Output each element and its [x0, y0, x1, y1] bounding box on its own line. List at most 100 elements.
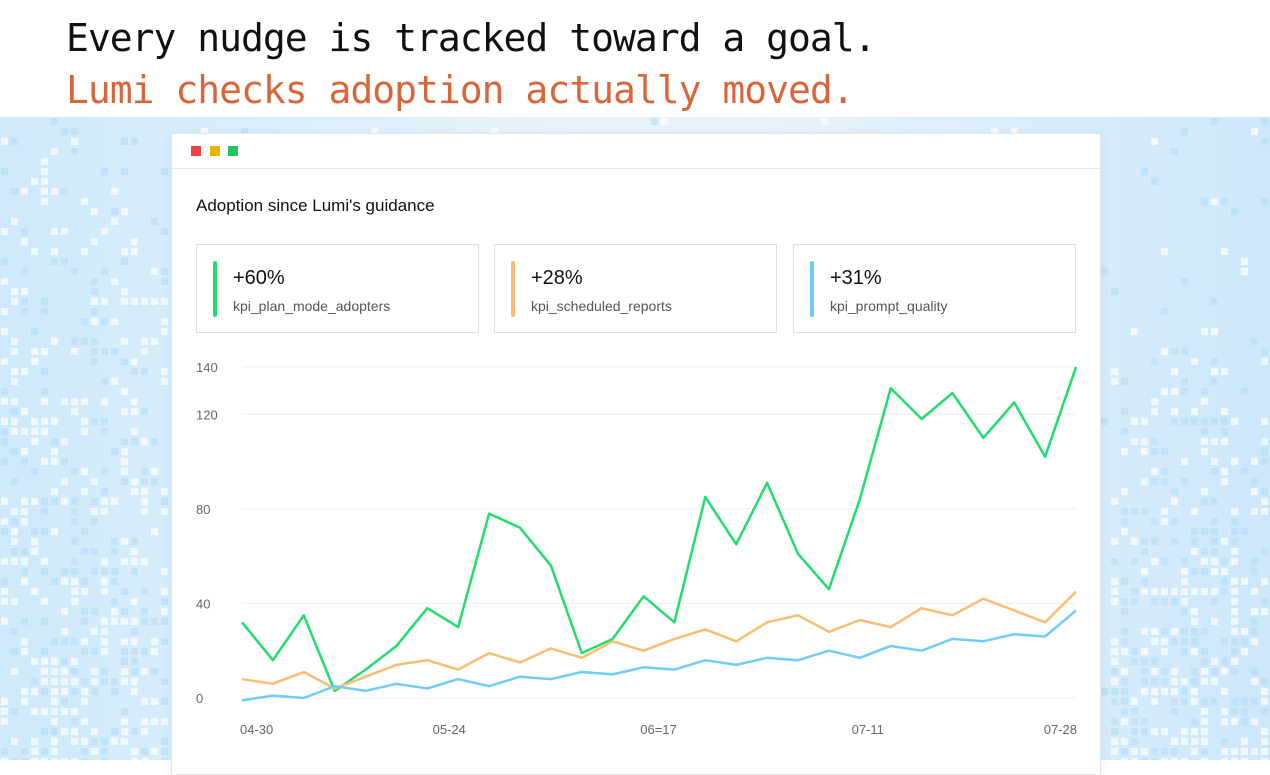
pixel-square: [131, 398, 138, 405]
pixel-square: [151, 648, 158, 655]
kpi-card-plan-mode[interactable]: +60% kpi_plan_mode_adopters: [196, 244, 479, 333]
pixel-square: [11, 648, 18, 655]
pixel-square: [101, 228, 108, 235]
pixel-square: [121, 288, 128, 295]
pixel-square: [1141, 678, 1148, 685]
pixel-square: [201, 128, 208, 135]
pixel-square: [1201, 418, 1208, 425]
pixel-square: [131, 748, 138, 755]
pixel-square: [1161, 758, 1168, 760]
pixel-square: [131, 618, 138, 625]
pixel-square: [71, 588, 78, 595]
pixel-square: [81, 488, 88, 495]
pixel-square: [1, 498, 8, 505]
pixel-square: [11, 378, 18, 385]
pixel-square: [1201, 758, 1208, 760]
pixel-square: [41, 728, 48, 735]
pixel-square: [1161, 748, 1168, 755]
pixel-square: [1131, 658, 1138, 665]
pixel-square: [81, 578, 88, 585]
pixel-square: [161, 268, 168, 275]
pixel-square: [151, 438, 158, 445]
pixel-square: [1211, 468, 1218, 475]
pixel-square: [31, 418, 38, 425]
pixel-square: [1251, 698, 1258, 705]
pixel-square: [1151, 178, 1158, 185]
pixel-square: [1201, 448, 1208, 455]
pixel-square: [121, 138, 128, 145]
pixel-square: [91, 748, 98, 755]
pixel-square: [51, 188, 58, 195]
pixel-square: [1111, 368, 1118, 375]
pixel-square: [1261, 578, 1268, 585]
kpi-card-prompt-quality[interactable]: +31% kpi_prompt_quality: [793, 244, 1076, 333]
pixel-square: [41, 748, 48, 755]
pixel-square: [31, 348, 38, 355]
pixel-square: [91, 278, 98, 285]
pixel-square: [1161, 348, 1168, 355]
pixel-square: [111, 738, 118, 745]
pixel-square: [1201, 198, 1208, 205]
pixel-square: [1191, 668, 1198, 675]
pixel-square: [161, 298, 168, 305]
pixel-square: [91, 548, 98, 555]
pixel-square: [141, 478, 148, 485]
pixel-square: [1171, 588, 1178, 595]
pixel-square: [41, 508, 48, 515]
pixel-square: [71, 738, 78, 745]
pixel-square: [1211, 618, 1218, 625]
pixel-square: [71, 678, 78, 685]
pixel-square: [111, 578, 118, 585]
pixel-square: [1241, 708, 1248, 715]
pixel-square: [1261, 418, 1268, 425]
pixel-square: [1191, 638, 1198, 645]
pixel-square: [11, 368, 18, 375]
pixel-square: [1161, 248, 1168, 255]
pixel-square: [1261, 758, 1268, 760]
pixel-square: [21, 298, 28, 305]
pixel-square: [1191, 688, 1198, 695]
pixel-square: [41, 648, 48, 655]
pixel-square: [1141, 478, 1148, 485]
pixel-square: [121, 618, 128, 625]
pixel-square: [81, 758, 88, 760]
pixel-square: [151, 528, 158, 535]
pixel-square: [121, 448, 128, 455]
pixel-square: [41, 688, 48, 695]
pixel-square: [91, 648, 98, 655]
pixel-square: [161, 278, 168, 285]
close-dot-icon[interactable]: [191, 146, 201, 156]
pixel-square: [131, 568, 138, 575]
pixel-square: [131, 648, 138, 655]
pixel-square: [1141, 628, 1148, 635]
pixel-square: [1201, 708, 1208, 715]
pixel-square: [1121, 518, 1128, 525]
kpi-value: +60%: [233, 267, 285, 289]
pixel-square: [1261, 688, 1268, 695]
pixel-square: [1211, 548, 1218, 555]
pixel-square: [121, 458, 128, 465]
maximize-dot-icon[interactable]: [228, 146, 238, 156]
pixel-square: [51, 638, 58, 645]
pixel-square: [1151, 688, 1158, 695]
pixel-square: [1181, 568, 1188, 575]
pixel-square: [1201, 668, 1208, 675]
pixel-square: [1, 138, 8, 145]
pixel-square: [1131, 508, 1138, 515]
pixel-square: [71, 518, 78, 525]
pixel-square: [41, 708, 48, 715]
pixel-square: [1171, 698, 1178, 705]
pixel-square: [1241, 638, 1248, 645]
pixel-square: [81, 198, 88, 205]
minimize-dot-icon[interactable]: [210, 146, 220, 156]
pixel-square: [51, 728, 58, 735]
pixel-square: [1141, 748, 1148, 755]
pixel-square: [151, 668, 158, 675]
dashboard-window: Adoption since Lumi's guidance +60% kpi_…: [171, 133, 1101, 775]
pixel-square: [1251, 588, 1258, 595]
kpi-value: +31%: [830, 267, 882, 289]
pixel-square: [71, 688, 78, 695]
kpi-card-scheduled-reports[interactable]: +28% kpi_scheduled_reports: [494, 244, 777, 333]
pixel-square: [1201, 428, 1208, 435]
pixel-square: [1141, 538, 1148, 545]
